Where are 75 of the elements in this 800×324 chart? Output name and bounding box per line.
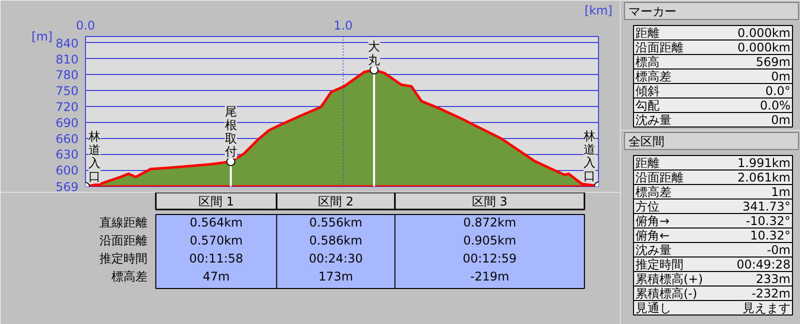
category-label: 沈み量 — [636, 112, 672, 127]
y-tick-label: 569 — [56, 180, 78, 194]
text: 1m — [771, 184, 791, 199]
text: 0.000km — [738, 26, 791, 40]
text: 0.586km — [309, 234, 362, 248]
annotation: 尾根取付 — [224, 104, 237, 159]
text: 47m — [202, 270, 230, 284]
text: -232m — [752, 286, 791, 300]
text: 0m — [771, 69, 791, 84]
category-label: 標高差 — [636, 184, 672, 199]
category-label: 傾斜 — [636, 84, 660, 98]
category-label: 沿面距離 — [636, 170, 684, 184]
category-label: 区間 2 — [318, 194, 354, 208]
y-axis-title: [m] — [32, 30, 53, 44]
text: マーカー — [628, 4, 676, 18]
category-label: 沿面距離 — [636, 40, 684, 54]
category-label: 方位 — [636, 199, 660, 214]
x-axis-title: [km] — [584, 4, 613, 18]
y-tick-label: 840 — [56, 36, 78, 50]
text: 0.556km — [309, 216, 362, 230]
category-label: 勾配 — [636, 98, 660, 112]
category-label: 区間 3 — [472, 194, 508, 208]
text: 2.061km — [738, 170, 791, 184]
category-label: 沈み量 — [636, 242, 672, 257]
y-tick-label: 690 — [56, 116, 78, 130]
text: 233m — [756, 272, 790, 286]
category-label: 累積標高(-) — [636, 286, 698, 300]
text: 00:49:28 — [736, 257, 791, 272]
text: 341.73° — [742, 199, 791, 214]
category-label: 区間 1 — [198, 194, 234, 208]
text: 10.32° — [750, 228, 791, 242]
annotation: 林道入口 — [582, 129, 596, 183]
y-tick-label: 750 — [56, 84, 78, 98]
category-label: 推定時間 — [100, 252, 148, 266]
text: 見えます — [742, 300, 790, 315]
category-label: 距離 — [636, 26, 660, 40]
text: 0.570km — [190, 234, 243, 248]
category-label: 見通し — [636, 300, 672, 315]
text: -0m — [766, 242, 790, 257]
text: -10.32° — [746, 214, 791, 228]
text: 0.0% — [760, 98, 791, 112]
text: 0.905km — [463, 234, 516, 248]
text: 0m — [771, 112, 791, 127]
category-label: 俯角← — [636, 228, 670, 242]
annotation: 大丸 — [368, 40, 380, 67]
y-tick-label: 720 — [56, 100, 78, 114]
y-tick-label: 600 — [56, 164, 78, 178]
text: 00:12:59 — [462, 252, 517, 266]
category-label: 推定時間 — [636, 257, 684, 272]
annotation: 林道入口 — [88, 130, 100, 184]
category-label: 沿面距離 — [100, 234, 148, 248]
x-tick-label: 1.0 — [334, 18, 353, 32]
category-label: 標高差 — [112, 270, 148, 284]
text: 0.564km — [190, 216, 243, 230]
category-label: 累積標高(+) — [636, 272, 703, 286]
text: 全区間 — [628, 134, 664, 148]
category-label: 直線距離 — [100, 216, 148, 230]
text: 00:24:30 — [308, 252, 363, 266]
text: 0.000km — [738, 40, 791, 54]
y-tick-label: 810 — [56, 52, 78, 66]
y-tick-label: 780 — [56, 68, 78, 82]
category-label: 距離 — [636, 156, 660, 170]
category-label: 俯角→ — [636, 214, 670, 228]
text: 0.872km — [463, 216, 516, 230]
x-tick-label: 0.0 — [76, 18, 96, 32]
text: -219m — [470, 270, 510, 284]
category-label: 標高 — [636, 54, 660, 69]
text: 0.0° — [765, 84, 791, 98]
text: 1.991km — [738, 156, 791, 170]
y-tick-label: 660 — [56, 132, 78, 146]
category-label: 標高差 — [636, 69, 672, 84]
text: 173m — [318, 270, 354, 284]
text: 569m — [756, 54, 790, 69]
text: 00:11:58 — [189, 252, 244, 266]
y-tick-label: 630 — [56, 148, 78, 162]
